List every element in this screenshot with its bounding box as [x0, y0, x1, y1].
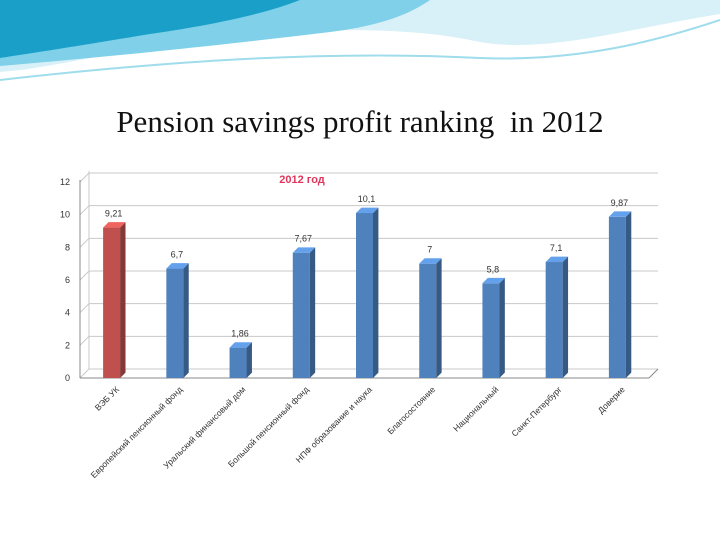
category-label: Благосостояние	[385, 384, 437, 436]
y-tick-label: 2	[65, 340, 70, 350]
data-label: 9,87	[611, 198, 629, 208]
y-tick-label: 6	[65, 275, 70, 285]
bar-side	[183, 263, 189, 378]
bar	[356, 207, 379, 378]
chart-title: 2012 год	[279, 174, 325, 186]
x-axis-depth	[648, 368, 659, 379]
bar-front	[229, 347, 247, 378]
data-label: 6,7	[171, 250, 184, 260]
bar	[545, 256, 569, 378]
bar-top	[103, 222, 126, 228]
data-label: 7,67	[295, 234, 313, 244]
bar-top	[545, 256, 569, 263]
category-label: ВЭБ УК	[93, 384, 121, 412]
y-tick-label: 10	[60, 210, 70, 220]
chart-bars	[103, 207, 632, 378]
bar	[608, 211, 632, 378]
bar-front	[356, 213, 373, 378]
bar-top	[419, 258, 442, 264]
bar-front	[482, 283, 500, 378]
data-label: 5,8	[487, 264, 500, 274]
gridline-depth	[79, 237, 90, 248]
y-tick-label: 8	[65, 242, 70, 252]
bar-top	[166, 263, 189, 269]
slide-header-decoration	[0, 0, 720, 81]
bar-front	[292, 252, 310, 378]
bar-side	[562, 256, 569, 378]
gridline-depth	[79, 205, 90, 216]
data-label: 10,1	[358, 194, 376, 204]
bar-front	[545, 262, 563, 378]
bar-side	[120, 222, 126, 378]
bar-side	[499, 277, 505, 378]
bar-top	[292, 247, 316, 253]
bar-front	[608, 216, 626, 378]
bar-side	[309, 247, 316, 378]
bar-side	[246, 342, 252, 378]
bar	[419, 258, 442, 378]
header-wave-front	[0, 0, 300, 58]
gridline-depth	[79, 335, 90, 346]
gridline-depth	[79, 172, 90, 183]
gridline-depth	[79, 270, 90, 281]
bar	[292, 247, 316, 378]
bar-top	[356, 207, 379, 214]
bar-side	[436, 258, 442, 378]
slide-title: Pension savings profit ranking in 2012	[116, 104, 604, 139]
bar	[166, 263, 189, 378]
bar-front	[419, 263, 437, 378]
y-tick-label: 12	[60, 177, 70, 187]
category-label: Национальный	[451, 384, 500, 433]
category-label: Доверие	[596, 384, 627, 415]
data-label: 7,1	[550, 243, 563, 253]
header-swoosh-line	[0, 19, 720, 81]
category-label: Санкт-Петербург	[509, 384, 563, 438]
bar-side	[373, 207, 379, 378]
data-label: 1,86	[231, 329, 249, 339]
bar-side	[625, 211, 632, 378]
y-tick-label: 0	[65, 373, 70, 383]
bar-front	[103, 227, 121, 378]
data-label: 7	[427, 245, 432, 255]
bar	[103, 222, 126, 378]
y-tick-label: 4	[65, 308, 70, 318]
data-label: 9,21	[105, 209, 123, 219]
bar-top	[608, 211, 632, 217]
bar	[229, 342, 252, 378]
gridline-depth	[79, 303, 90, 314]
gridline-depth	[79, 368, 90, 379]
bar-top	[229, 342, 252, 348]
bar	[482, 277, 505, 378]
bar-front	[166, 268, 184, 378]
bar-top	[482, 277, 505, 284]
